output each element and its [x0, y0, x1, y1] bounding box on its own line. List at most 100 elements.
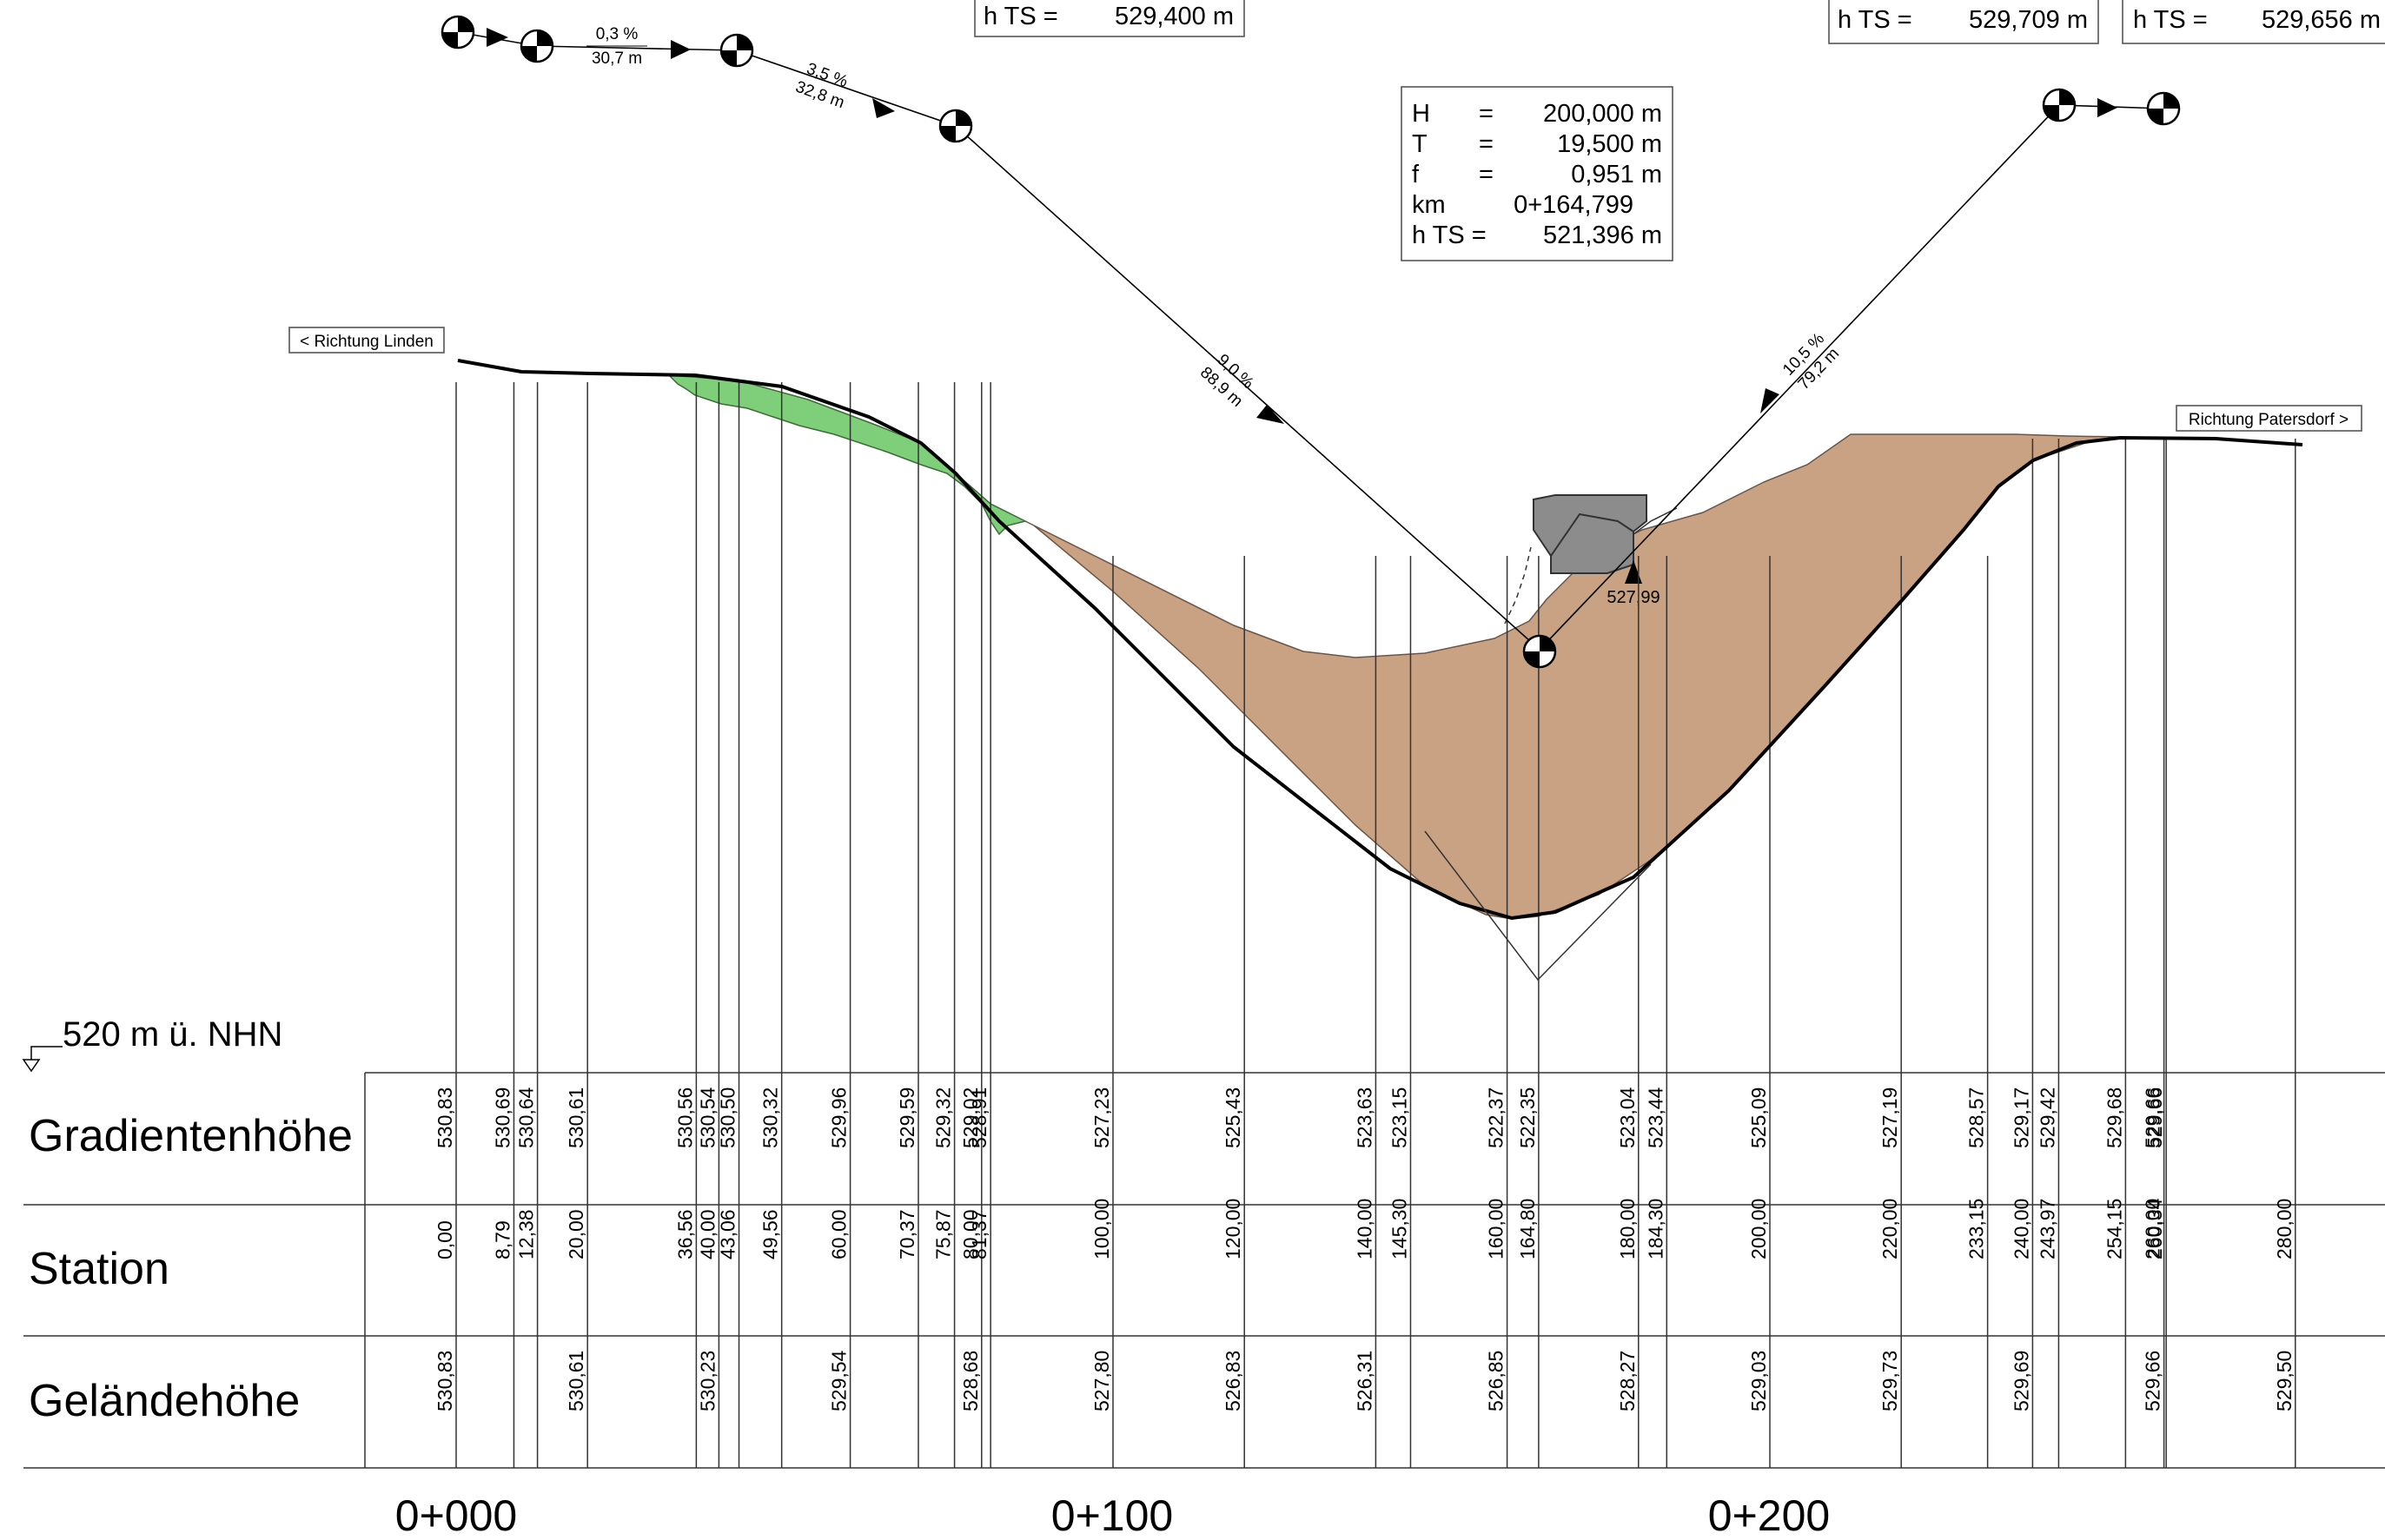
- direction-right: Richtung Patersdorf >: [2176, 405, 2362, 432]
- terrain-height-value: 530,83: [434, 1351, 456, 1411]
- bridge-abutment-detail: [1550, 512, 1634, 557]
- station-value: 200,00: [1747, 1199, 1770, 1259]
- gradient-height-value: 530,61: [565, 1087, 587, 1148]
- curve-value-t: 19,500 m: [1557, 130, 1662, 158]
- curve-value-h: 200,000 m: [1543, 100, 1662, 128]
- curve-value-hts: 521,396 m: [1543, 221, 1662, 249]
- gradient-height-value: 527,19: [1878, 1087, 1901, 1148]
- gradient-height-value: 529,42: [2036, 1087, 2058, 1148]
- gradient-height-value: 530,32: [759, 1087, 782, 1148]
- curve-eq: =: [1479, 100, 1494, 128]
- gradient-height-value: 529,66: [2142, 1087, 2164, 1148]
- hts-label: h TS =: [984, 3, 1058, 30]
- station-value: 260,34: [2143, 1198, 2166, 1259]
- station-value: 100,00: [1090, 1199, 1113, 1259]
- hts-label: h TS =: [2133, 6, 2208, 34]
- gradient-height-value: 529,02: [959, 1087, 982, 1148]
- pvi-marker: [938, 109, 973, 143]
- tangent-arrow: [1256, 405, 1284, 424]
- station-value: 70,37: [896, 1209, 918, 1259]
- curve-key-h: H: [1412, 100, 1430, 128]
- pvi-marker: [1522, 634, 1557, 669]
- terrain-height-value: 528,68: [959, 1351, 982, 1411]
- band-label-gradient: Gradientenhöhe: [29, 1111, 353, 1161]
- gradient-height-value: 530,56: [673, 1087, 696, 1148]
- reference-level-leader: [30, 1046, 63, 1060]
- direction-left: < Richtung Linden: [288, 327, 445, 354]
- band-label-terrain: Geländehöhe: [29, 1376, 300, 1426]
- terrain-height-value: 530,61: [565, 1351, 587, 1411]
- gradient-height-value: 523,04: [1616, 1087, 1639, 1148]
- gradient-height-value: 523,44: [1644, 1087, 1666, 1148]
- terrain-height-value: 527,80: [1090, 1351, 1113, 1411]
- station-value: 160,00: [1485, 1199, 1507, 1259]
- station-value: 8,79: [491, 1220, 513, 1259]
- hts-value: 529,709 m: [1969, 6, 2088, 34]
- terrain-height-value: 526,83: [1222, 1351, 1244, 1411]
- bridge-abutment: [1533, 494, 1647, 574]
- station-value: 75,87: [932, 1209, 955, 1259]
- station-value: 280,00: [2273, 1199, 2296, 1259]
- curve-eq: =: [1479, 161, 1494, 188]
- hts-value: 529,400 m: [1115, 3, 1234, 30]
- station-value: 40,00: [696, 1209, 719, 1259]
- gradient-tangent-lines: [1424, 830, 1652, 982]
- station-value: 184,30: [1644, 1199, 1666, 1259]
- station-value: 60,00: [828, 1209, 851, 1259]
- gradient-height-value: 530,64: [515, 1087, 538, 1148]
- gradient-height-value: 527,23: [1090, 1087, 1113, 1148]
- direction-left-label: < Richtung Linden: [300, 333, 434, 351]
- tangent-arrow: [2097, 98, 2117, 117]
- station-value: 233,15: [1965, 1199, 1988, 1259]
- curve-key-f: f: [1412, 161, 1420, 188]
- gradient-height-value: 529,68: [2103, 1087, 2125, 1148]
- station-value: 145,30: [1388, 1199, 1410, 1259]
- terrain-height-value: 526,85: [1485, 1351, 1507, 1411]
- gradient-height-value: 530,50: [717, 1087, 739, 1148]
- station-lines: [455, 382, 2296, 1468]
- pvi-marker: [2146, 91, 2181, 126]
- gradient-height-value: 530,69: [491, 1087, 513, 1148]
- terrain-height-value: 529,54: [828, 1350, 851, 1411]
- gradient-height-value: 529,96: [828, 1087, 851, 1148]
- curve-value-km: 0+164,799: [1514, 191, 1633, 219]
- station-value: 49,56: [759, 1209, 782, 1259]
- slope-line: [1633, 507, 1678, 535]
- gradient-height-value: 522,37: [1485, 1087, 1507, 1148]
- tangent-arrow: [872, 98, 895, 118]
- gradient-height-value: 529,59: [896, 1087, 918, 1148]
- hts-box: h TS = 529,400 m: [974, 0, 1245, 37]
- terrain-height-value: 529,69: [2010, 1351, 2032, 1411]
- terrain-height-value: 529,03: [1747, 1351, 1770, 1411]
- pvi-marker: [520, 29, 554, 63]
- station-value: 180,00: [1616, 1199, 1639, 1259]
- station-value: 81,37: [968, 1209, 990, 1259]
- fill-area: [667, 374, 1028, 536]
- km-label: 0+000: [395, 1491, 517, 1540]
- curve-eq: =: [1479, 130, 1494, 158]
- pvi-marker: [2042, 88, 2077, 122]
- station-value: 240,00: [2010, 1199, 2032, 1259]
- reference-level-icon: [22, 1059, 41, 1073]
- station-value: 243,97: [2036, 1199, 2058, 1259]
- gradient-height-value: 525,43: [1222, 1087, 1244, 1148]
- hts-value: 529,656 m: [2262, 6, 2381, 34]
- data-band: [23, 1072, 2385, 1469]
- reference-level-label: 520 m ü. NHN: [63, 1015, 282, 1054]
- terrain-height-value: 529,66: [2142, 1351, 2164, 1411]
- tangent-arrow: [487, 28, 508, 47]
- band-label-station: Station: [29, 1244, 169, 1294]
- terrain-height-value: 528,27: [1616, 1351, 1639, 1411]
- station-value: 12,38: [515, 1209, 538, 1259]
- gradient-height-value: 523,63: [1353, 1087, 1375, 1148]
- km-label: 0+200: [1708, 1491, 1830, 1540]
- terrain-height-value: 529,73: [1878, 1351, 1901, 1411]
- station-value: 260,00: [2142, 1199, 2164, 1259]
- gradient-height-value: 522,35: [1516, 1087, 1539, 1148]
- station-value: 36,56: [673, 1209, 696, 1259]
- gradient-height-value: 528,57: [1965, 1087, 1988, 1148]
- gradient-length: 30,7 m: [592, 50, 642, 68]
- gradient-height-value: 529,17: [2010, 1087, 2032, 1148]
- station-value: 43,06: [717, 1209, 739, 1259]
